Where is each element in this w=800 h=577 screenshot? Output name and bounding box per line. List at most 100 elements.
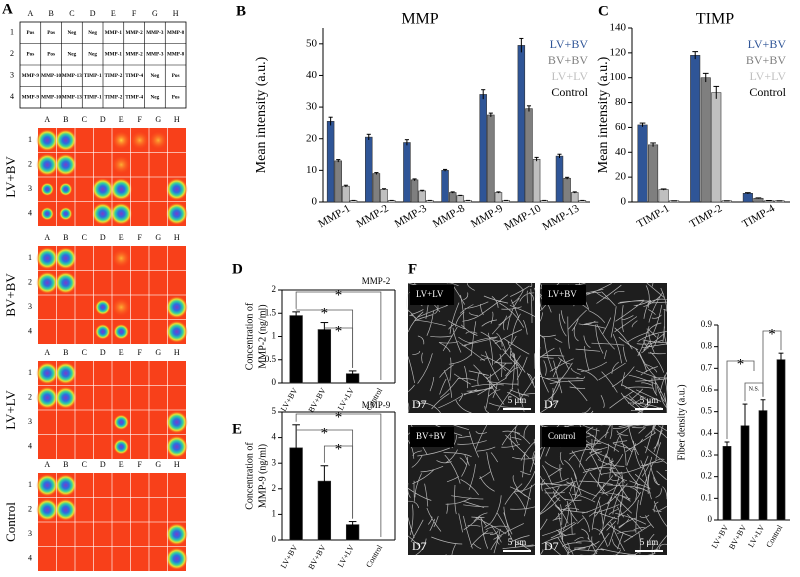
table-cell: Pos	[172, 94, 180, 100]
sem-label: Control	[548, 431, 576, 441]
table-column: B	[48, 9, 53, 18]
chart-title: TIMP	[696, 11, 734, 28]
y-tick-label: 0.3	[701, 449, 713, 459]
sem-label: LV+LV	[416, 289, 444, 299]
blot-column: B	[63, 115, 68, 124]
sem-label-box	[542, 285, 586, 305]
blot-spot	[91, 178, 114, 201]
x-tick-label: BV+BV	[727, 523, 748, 551]
table-cell: MMP-1	[105, 51, 123, 57]
table-cell: MMP-10	[41, 73, 61, 79]
table-cell: MMP-3	[146, 51, 164, 57]
blot-spot	[59, 182, 73, 196]
blot-spot	[112, 155, 131, 174]
y-tick-label: 5	[272, 406, 277, 416]
error-bar	[488, 112, 493, 117]
y-tick-label: 0.9	[701, 319, 713, 329]
y-tick-label: 2	[272, 284, 277, 294]
sem-day: D7	[412, 539, 427, 553]
y-axis-label: MMP-2 (ng/ml)	[257, 304, 268, 368]
x-tick-label: BV+BV	[307, 386, 328, 414]
blot-column: F	[138, 115, 143, 124]
error-bar	[572, 191, 577, 194]
table-cell: Neg	[88, 30, 97, 36]
y-tick-label: 0	[708, 514, 713, 524]
bar	[479, 94, 487, 203]
blot-column: A	[44, 233, 50, 242]
error-bar	[292, 311, 300, 320]
blot-column: E	[119, 460, 124, 469]
bar	[365, 136, 373, 203]
blot-column: G	[155, 115, 161, 124]
y-tick-label: 1	[272, 331, 277, 341]
bar	[403, 142, 411, 203]
y-axis-label: Fiber density (a.u.)	[676, 384, 687, 460]
blot-spot	[54, 362, 77, 385]
table-cell: Neg	[68, 30, 77, 36]
y-tick-label: 0.2	[701, 471, 712, 481]
table-cell: Pos	[47, 51, 55, 57]
table-cell: MMP-3	[146, 30, 164, 36]
error-bar	[374, 172, 379, 175]
blot-label: BV+BV	[3, 273, 18, 317]
blot-column: G	[155, 233, 161, 242]
blot-row: 2	[28, 278, 32, 287]
error-bar	[565, 176, 570, 180]
blot-column: E	[119, 348, 124, 357]
y-tick-label: 4	[272, 432, 277, 442]
blot-spot	[95, 324, 111, 340]
blot-spot	[54, 247, 77, 270]
blot-spot	[113, 324, 129, 340]
table-column: F	[132, 9, 137, 18]
error-bar	[336, 159, 341, 163]
blot-row: 4	[28, 442, 32, 451]
error-bar	[760, 399, 766, 422]
y-tick-label: 30	[306, 101, 318, 113]
bar	[380, 189, 388, 203]
bar	[448, 192, 457, 203]
bar	[517, 45, 526, 203]
error-bar	[404, 139, 409, 146]
blot-row: 2	[28, 160, 32, 169]
blot-spot	[36, 271, 59, 294]
table-cell: TIMP-4	[125, 73, 143, 79]
blot-column: C	[82, 460, 87, 469]
blot-column: H	[174, 233, 180, 242]
significance-bracket	[295, 413, 382, 537]
blot-spot	[59, 207, 73, 221]
table-row-label: 3	[10, 71, 14, 80]
y-tick-label: 140	[610, 22, 627, 34]
blot-spot	[165, 411, 188, 434]
error-bar	[557, 153, 562, 159]
blot-column: A	[44, 348, 50, 357]
blot-spot	[36, 498, 59, 521]
blot-spot	[36, 153, 59, 176]
blot-spot	[110, 178, 133, 201]
blot-spot	[112, 249, 131, 268]
x-tick-label: MMP-1	[316, 202, 352, 230]
x-tick-label: LV+LV	[336, 386, 356, 412]
bar	[776, 359, 786, 521]
significance-label: *	[737, 356, 745, 372]
y-tick-label: 100	[610, 71, 627, 83]
blot-spot	[110, 202, 133, 225]
panel-label: A	[2, 1, 13, 17]
bar	[690, 55, 701, 203]
table-cell: MMP-10	[41, 94, 61, 100]
table-cell: MMP-1	[105, 30, 123, 36]
blot-column: H	[174, 460, 180, 469]
panel-label: F	[408, 261, 417, 277]
bar	[372, 173, 381, 203]
error-bar	[328, 116, 333, 126]
blot-spot	[54, 153, 77, 176]
error-bar	[348, 521, 357, 528]
blot-column: D	[100, 460, 106, 469]
sem-fibers	[406, 282, 537, 414]
error-bar	[702, 72, 709, 83]
bar	[648, 144, 659, 203]
bar	[637, 124, 648, 203]
x-tick-label: LV+LV	[336, 543, 356, 569]
x-tick-label: Control	[364, 543, 384, 569]
error-bar	[348, 370, 357, 377]
